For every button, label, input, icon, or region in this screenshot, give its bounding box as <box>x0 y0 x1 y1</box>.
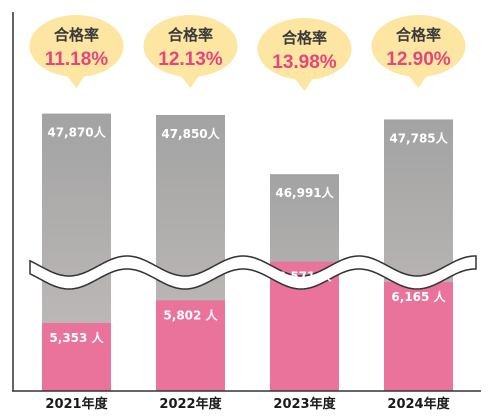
passed-bar-2 <box>156 300 225 391</box>
rate-title: 合格率 <box>53 26 99 44</box>
rate-bubble-4: 合格率 12.90% <box>371 15 466 88</box>
bubble-shape <box>29 15 124 77</box>
passed-bar-1 <box>42 322 111 391</box>
x-tick-label: 2023年度 <box>273 396 336 412</box>
rate-value: 12.90% <box>386 49 451 70</box>
passed-value-label: 6,165 人 <box>391 289 446 304</box>
x-tick-label: 2024年度 <box>387 396 450 412</box>
bubble-tail <box>64 73 87 88</box>
bubble-tail <box>178 73 201 88</box>
axis-break-band <box>29 255 477 290</box>
bubble-shape <box>257 18 352 80</box>
total-value-label: 47,870人 <box>47 125 106 140</box>
bubble-shape <box>143 15 238 77</box>
rate-value: 12.13% <box>158 49 223 70</box>
passed-value-label: 6,571 人 <box>277 269 332 284</box>
total-value-label: 46,991人 <box>275 185 334 200</box>
x-tick-label: 2022年度 <box>159 396 222 412</box>
rate-bubble-3: 合格率 13.98% <box>257 18 352 91</box>
rate-value: 11.18% <box>45 49 108 70</box>
labels-layer: 47,870人 5,353 人 47,850人 5,802 人 46,991人 6,571… <box>47 125 448 345</box>
rate-title: 合格率 <box>281 29 327 47</box>
rate-title: 合格率 <box>167 26 213 44</box>
passed-bar-4 <box>384 282 453 391</box>
x-axis-labels: 2021年度 2022年度 2023年度 2024年度 <box>45 396 450 412</box>
rate-bubble-2: 合格率 12.13% <box>143 15 238 88</box>
passed-value-label: 5,353 人 <box>49 330 104 345</box>
x-tick-label: 2021年度 <box>45 396 108 412</box>
passed-value-label: 5,802 人 <box>163 307 218 322</box>
bubble-tail <box>406 73 429 88</box>
bubble-tail <box>292 76 315 91</box>
bars-layer <box>42 113 453 392</box>
total-value-label: 47,785人 <box>389 130 448 145</box>
rate-value: 13.98% <box>272 52 337 73</box>
rate-bubble-1: 合格率 11.18% <box>29 15 124 88</box>
rate-title: 合格率 <box>395 26 441 44</box>
bubble-shape <box>371 15 466 77</box>
total-value-label: 47,850人 <box>161 126 220 141</box>
rate-callouts: 合格率 11.18% 合格率 12.13% 合格率 13.98% 合格率 12.90% <box>29 15 466 91</box>
